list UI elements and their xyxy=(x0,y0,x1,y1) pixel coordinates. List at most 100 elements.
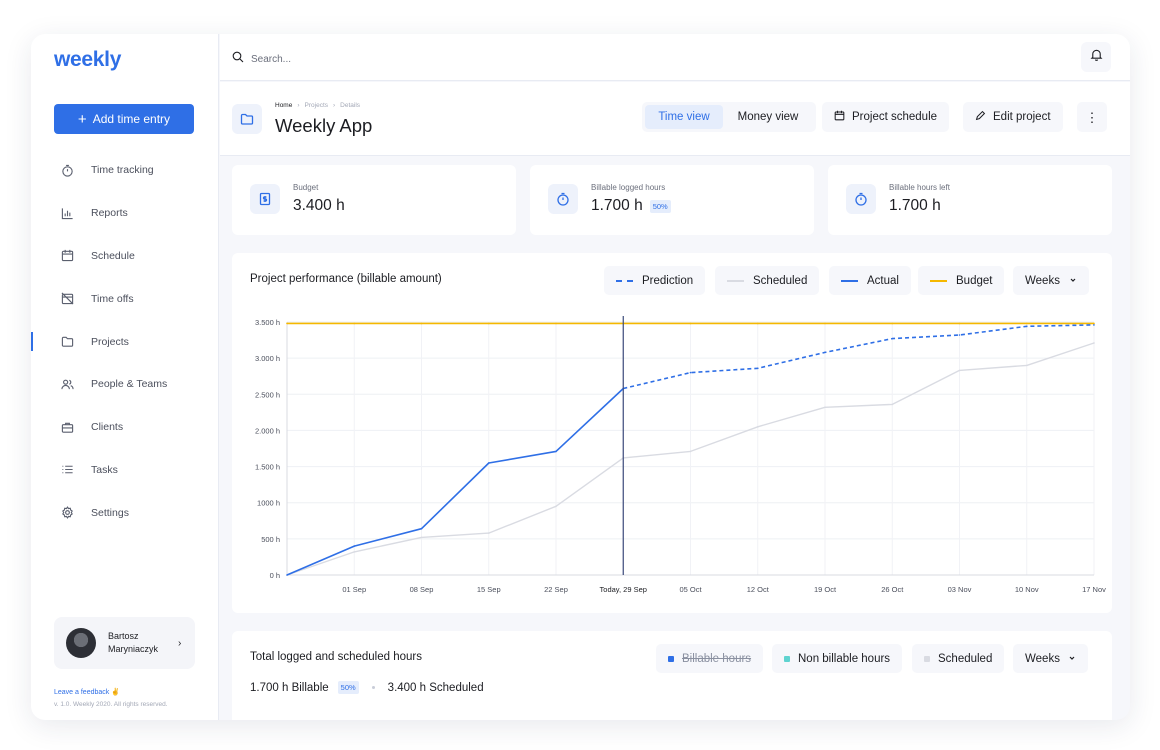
legend-label: Billable hours xyxy=(682,652,752,665)
x-tick-label: 01 Sep xyxy=(342,585,366,594)
feedback-link[interactable]: Leave a feedback ✌ xyxy=(54,689,120,696)
sidebar-item-label: Projects xyxy=(91,335,129,348)
line-swatch xyxy=(930,279,947,282)
scheduled-total: 3.400 h Scheduled xyxy=(387,681,484,694)
data-point-actual xyxy=(286,574,288,576)
data-point-actual xyxy=(555,450,557,453)
legend-non-billable-hours[interactable]: Non billable hours xyxy=(772,644,903,673)
x-tick-label: 10 Nov xyxy=(1015,585,1039,594)
data-point-budget xyxy=(958,322,961,325)
stopwatch-icon xyxy=(60,163,74,177)
user-first-name: Bartosz xyxy=(108,631,139,641)
budget-icon xyxy=(250,184,280,214)
period-select-value: Weeks xyxy=(1025,274,1060,287)
more-vertical-icon: ⋮ xyxy=(1085,109,1099,125)
stat-value: 3.400 h xyxy=(293,197,345,215)
percent-badge: 50% xyxy=(337,681,359,694)
user-card[interactable]: Bartosz Maryniaczyk › xyxy=(54,617,195,669)
data-point-budget xyxy=(353,322,356,325)
breadcrumb-details: Details xyxy=(340,102,361,109)
sidebar-item-clients[interactable]: Clients xyxy=(31,406,219,449)
sidebar-item-label: Clients xyxy=(91,421,124,434)
data-point-budget xyxy=(689,322,692,325)
data-point-scheduled xyxy=(891,403,894,406)
legend-label: Scheduled xyxy=(753,274,808,287)
breadcrumb: Home › Projects › Details xyxy=(275,102,360,109)
avatar xyxy=(66,628,96,658)
data-point-budget xyxy=(487,322,490,325)
sidebar-item-label: Time tracking xyxy=(91,164,154,177)
data-point-prediction xyxy=(1025,325,1028,328)
data-point-scheduled xyxy=(1093,342,1095,344)
sidebar-item-time-tracking[interactable]: Time tracking xyxy=(31,149,219,192)
x-tick-label: 22 Sep xyxy=(544,585,568,594)
legend-budget[interactable]: Budget xyxy=(918,266,1005,295)
stat-value-text: 3.400 h xyxy=(293,197,345,214)
sidebar-item-schedule[interactable]: Schedule xyxy=(31,235,219,278)
user-name: Bartosz Maryniaczyk xyxy=(108,630,168,656)
data-point-budget xyxy=(756,322,759,325)
data-point-scheduled xyxy=(689,450,692,453)
search-icon xyxy=(232,50,244,68)
y-tick-label: 0 h xyxy=(270,571,280,580)
tab-money-view[interactable]: Money view xyxy=(737,111,799,123)
stat-value: 1.700 h xyxy=(889,197,941,215)
data-point-actual xyxy=(487,462,490,464)
chevron-down-icon xyxy=(1068,653,1076,665)
period-select[interactable]: Weeks xyxy=(1013,644,1088,673)
project-folder-icon xyxy=(232,104,262,134)
sidebar-item-projects[interactable]: Projects xyxy=(31,320,219,363)
app-window: weekly + Add time entry Time tracking Re… xyxy=(31,34,1130,720)
x-tick-label: 19 Oct xyxy=(814,585,837,594)
sidebar-item-settings[interactable]: Settings xyxy=(31,491,219,534)
y-tick-label: 1000 h xyxy=(257,499,280,508)
edit-project-button[interactable]: Edit project xyxy=(963,102,1063,132)
topbar: Search... xyxy=(220,34,1130,81)
performance-chart-card: 0 h 500 h 1000 h 1.500 h 2.000 h 2.500 h 3.000… xyxy=(232,253,1112,613)
stat-label: Budget xyxy=(293,183,319,192)
data-point-budget xyxy=(1093,322,1095,325)
breadcrumb-separator: › xyxy=(297,102,300,109)
legend-label: Prediction xyxy=(642,274,694,287)
square-swatch xyxy=(784,655,790,662)
x-tick-label: 03 Nov xyxy=(948,585,972,594)
add-time-entry-button[interactable]: + Add time entry xyxy=(54,104,194,134)
plus-icon: + xyxy=(77,110,87,128)
period-select[interactable]: Weeks xyxy=(1013,266,1089,295)
totals-title: Total logged and scheduled hours xyxy=(250,651,422,663)
legend-prediction[interactable]: Prediction xyxy=(604,266,706,295)
stopwatch-icon xyxy=(846,184,876,214)
line-swatch xyxy=(841,279,858,282)
sidebar-item-time-offs[interactable]: Time offs xyxy=(31,277,219,320)
sidebar-item-tasks[interactable]: Tasks xyxy=(31,449,219,492)
legend-scheduled[interactable]: Scheduled xyxy=(715,266,820,295)
totals-summary: 1.700 h Billable 50% 3.400 h Scheduled xyxy=(250,681,484,694)
more-options-button[interactable]: ⋮ xyxy=(1077,102,1107,132)
gear-icon xyxy=(60,506,74,520)
page-header: Home › Projects › Details Weekly App Tim… xyxy=(220,82,1130,156)
stat-card-billable-left: Billable hours left 1.700 h xyxy=(828,165,1112,235)
list-icon xyxy=(60,463,74,477)
notifications-button[interactable] xyxy=(1081,42,1111,72)
tab-time-view[interactable]: Time view xyxy=(645,105,723,129)
data-point-budget xyxy=(891,322,894,325)
breadcrumb-home[interactable]: Home xyxy=(275,102,293,109)
data-point-budget xyxy=(1025,322,1028,325)
legend-actual[interactable]: Actual xyxy=(829,266,911,295)
calendar-icon xyxy=(60,249,74,263)
project-schedule-button[interactable]: Project schedule xyxy=(822,102,950,132)
search-input[interactable]: Search... xyxy=(232,50,291,68)
app-logo[interactable]: weekly xyxy=(54,48,122,71)
stat-card-billable-logged: Billable logged hours 1.700 h 50% xyxy=(530,165,814,235)
sidebar-item-label: Tasks xyxy=(91,463,118,476)
legend-billable-hours[interactable]: Billable hours xyxy=(656,644,764,673)
data-point-prediction xyxy=(689,371,692,374)
breadcrumb-projects[interactable]: Projects xyxy=(304,102,328,109)
legend-label: Actual xyxy=(867,274,899,287)
project-schedule-label: Project schedule xyxy=(852,111,938,123)
sidebar-item-people-teams[interactable]: People & Teams xyxy=(31,363,219,406)
legend-scheduled[interactable]: Scheduled xyxy=(912,644,1005,673)
data-point-prediction xyxy=(891,337,894,340)
stat-label: Billable hours left xyxy=(889,183,950,192)
sidebar-item-reports[interactable]: Reports xyxy=(31,192,219,235)
